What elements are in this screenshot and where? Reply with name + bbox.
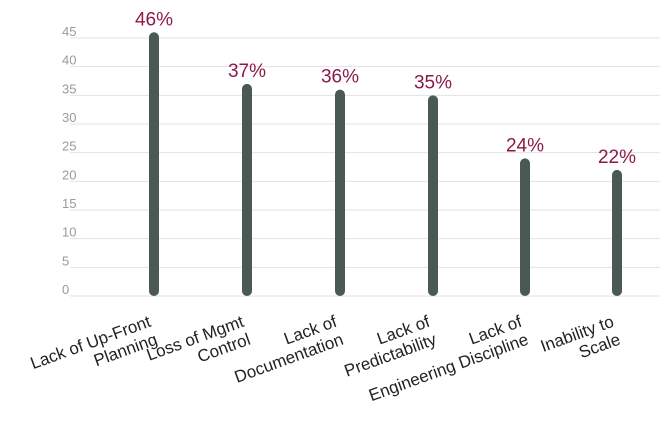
y-tick-label: 5: [62, 253, 69, 268]
bar-value-label: 46%: [135, 9, 173, 30]
y-tick-label: 35: [62, 81, 76, 96]
y-tick-label: 40: [62, 53, 76, 68]
y-tick-label: 15: [62, 196, 76, 211]
bar: [335, 89, 345, 296]
grid: [70, 37, 660, 297]
bars: [149, 32, 622, 297]
data-labels: 46% 37% 36% 35% 24% 22%: [135, 9, 636, 168]
y-tick-label: 45: [62, 24, 76, 39]
y-tick-label: 25: [62, 139, 76, 154]
bar: [242, 83, 252, 296]
bar-value-label: 24%: [506, 135, 544, 156]
bar-value-label: 37%: [228, 61, 266, 82]
y-tick-label: 20: [62, 167, 76, 182]
y-axis-ticks: 0 5 10 15 20 25 30 35 40 45: [62, 24, 76, 297]
y-tick-label: 30: [62, 110, 76, 125]
y-tick-label: 0: [62, 282, 69, 297]
bar-value-label: 22%: [598, 147, 636, 168]
bar: [149, 32, 159, 297]
bar: [428, 95, 438, 296]
bar-value-label: 35%: [414, 72, 452, 93]
bar: [612, 169, 622, 296]
bar: [520, 158, 530, 296]
y-tick-label: 10: [62, 225, 76, 240]
bar-value-label: 36%: [321, 67, 359, 88]
